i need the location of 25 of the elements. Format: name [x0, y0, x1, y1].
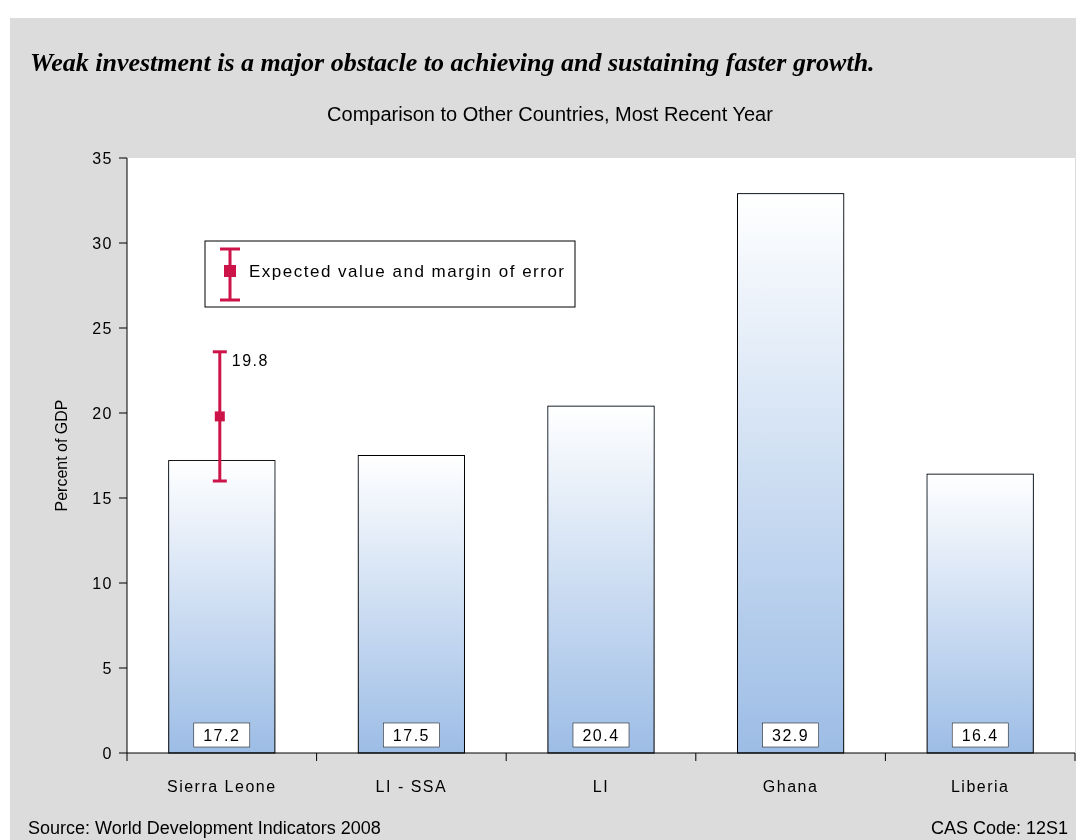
- data-label: 19.8: [231, 351, 269, 369]
- data-label: 17.5: [392, 727, 430, 744]
- legend-label: Expected value and margin of error: [249, 262, 566, 281]
- y-tick-label: 30: [92, 234, 113, 252]
- x-tick-label: Sierra Leone: [166, 778, 277, 795]
- y-tick-label: 0: [102, 744, 113, 762]
- x-tick-label: Ghana: [762, 778, 819, 795]
- chart-subtitle: Comparison to Other Countries, Most Recent Year: [327, 103, 774, 125]
- chart-title: Weak investment is a major obstacle to achieving and sustaining faster growth.: [30, 48, 875, 77]
- y-tick-label: 10: [92, 574, 113, 592]
- x-tick-label: Liberia: [950, 778, 1010, 795]
- data-label: 17.2: [203, 727, 241, 744]
- x-tick-label: LI - SSA: [375, 778, 448, 795]
- data-label: 20.4: [582, 727, 620, 744]
- source-note: Source: World Development Indicators 2008: [28, 818, 381, 838]
- text: CAS Code: 12S1: [930, 818, 1068, 838]
- x-tick-label: LI: [592, 778, 610, 795]
- y-tick-label: 5: [102, 659, 113, 677]
- y-axis-title: Percent of GDP: [53, 399, 70, 512]
- y-tick-label: 35: [92, 149, 113, 167]
- data-label: 16.4: [961, 727, 999, 744]
- y-tick-label: 15: [92, 489, 113, 507]
- y-tick-label: 25: [92, 319, 113, 337]
- y-tick-label: 20: [92, 404, 113, 422]
- data-label: 32.9: [772, 727, 810, 744]
